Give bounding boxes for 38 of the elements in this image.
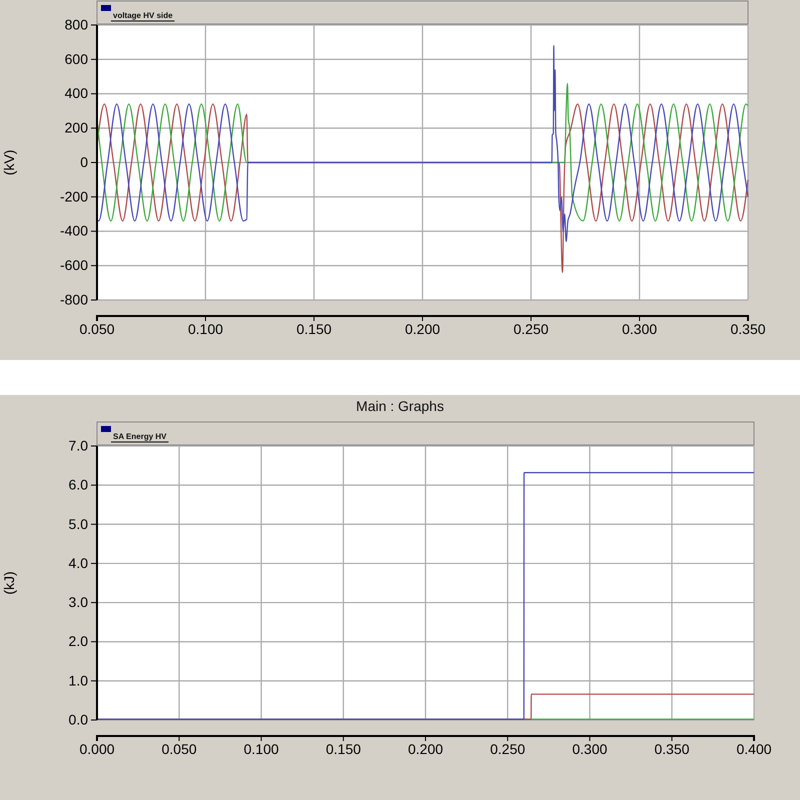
x-tick-label: 0.250 [490,740,526,757]
y-tick-label: 1.0 [68,672,88,688]
chart-subtitle: SA Energy HV [113,432,168,441]
y-tick-label: -200 [60,188,88,204]
y-tick-label: 0.0 [68,711,88,728]
y-tick-label: 4.0 [68,554,88,571]
y-tick-label: 7.0 [68,437,88,454]
x-tick-label: 0.100 [188,320,224,337]
y-tick-label: 2.0 [68,633,88,650]
x-tick-label: 0.100 [244,740,279,757]
y-tick-label: 200 [64,120,88,136]
x-tick-label: 0.400 [736,740,772,757]
x-tick-label: 0.200 [408,740,444,757]
x-tick-label: 0.350 [730,320,766,337]
x-tick-label: 0.150 [296,320,332,337]
y-tick-label: 6.0 [68,476,88,493]
y-tick-label: 3.0 [68,594,88,610]
y-tick-label: 800 [64,16,88,32]
y-tick-label: 600 [64,50,88,67]
x-tick-label: 0.300 [622,320,658,337]
x-tick-label: 0.200 [404,320,440,337]
x-tick-label: 0.300 [572,740,608,757]
x-tick-label: 0.150 [326,740,362,757]
y-tick-label: 400 [64,85,88,102]
x-tick-label: 0.050 [79,320,115,337]
y-axis-title: (kV) [1,150,17,176]
y-tick-label: 5.0 [68,516,88,532]
x-tick-label: 0.350 [654,740,690,757]
y-tick-label: -400 [60,222,88,239]
x-tick-label: 0.000 [79,740,115,757]
chart-title: Main : Graphs [356,398,444,414]
y-tick-label: -800 [60,291,88,308]
y-tick-label: -600 [60,257,88,274]
x-tick-label: 0.050 [162,740,197,757]
x-tick-label: 0.250 [513,320,549,337]
y-axis-title: (kJ) [1,571,17,595]
y-tick-label: 0 [80,154,88,170]
chart-subtitle: voltage HV side [113,11,174,20]
